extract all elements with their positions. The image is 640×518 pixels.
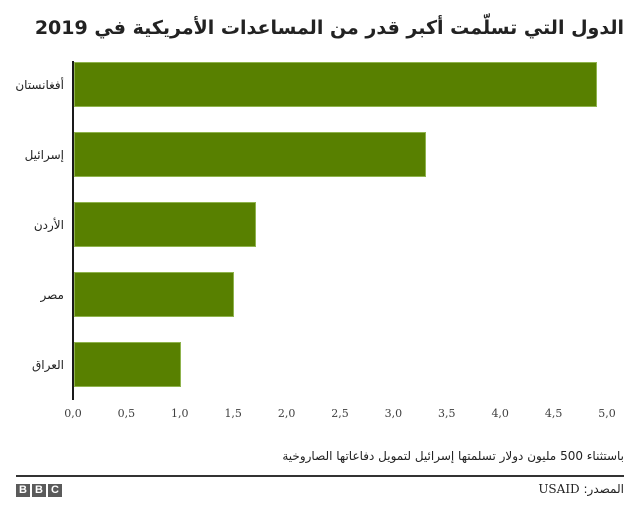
footer-divider [16,475,624,477]
bbc-logo-letter: B [32,484,46,497]
y-axis-line [72,61,74,400]
category-label: أفغانستان [15,77,64,92]
category-label: مصر [40,287,64,302]
x-tick-label: 4,5 [544,407,563,420]
category-label: الأردن [33,217,64,232]
x-tick-label: 5,0 [598,407,616,420]
x-tick-label: 3,5 [438,407,456,420]
bar [74,272,234,317]
x-tick-label: 3,0 [384,407,403,420]
bar [74,132,426,177]
x-tick-label: 4,0 [491,407,509,420]
x-tick-label: 2,0 [277,407,296,420]
category-label: إسرائيل [24,147,64,162]
x-tick-label: 0,0 [64,407,82,420]
bar-chart: أفغانستان إسرائيل الأردن مصر العراق 0,0 0,5 1,… [15,61,616,420]
chart-title: الدول التي تسلّمت أكبر قدر من المساعدات … [34,17,624,39]
source-credit: المصدر: USAID [538,482,624,496]
x-tick-label: 0,5 [117,407,136,420]
chart-note: باستثناء 500 مليون دولار تسلمتها إسرائيل… [282,449,624,463]
source-label: المصدر: [583,482,624,496]
x-tick-label: 1,5 [224,407,242,420]
bbc-logo: B B C [16,484,62,497]
source-value: USAID [538,482,580,496]
bbc-logo-letter: B [16,484,30,497]
x-tick-label: 2,5 [331,407,349,420]
bar [74,62,597,107]
x-tick-label: 1,0 [171,407,189,420]
category-label: العراق [31,357,64,372]
bbc-logo-letter: C [48,484,62,497]
bar [74,202,256,247]
bar [74,342,181,387]
